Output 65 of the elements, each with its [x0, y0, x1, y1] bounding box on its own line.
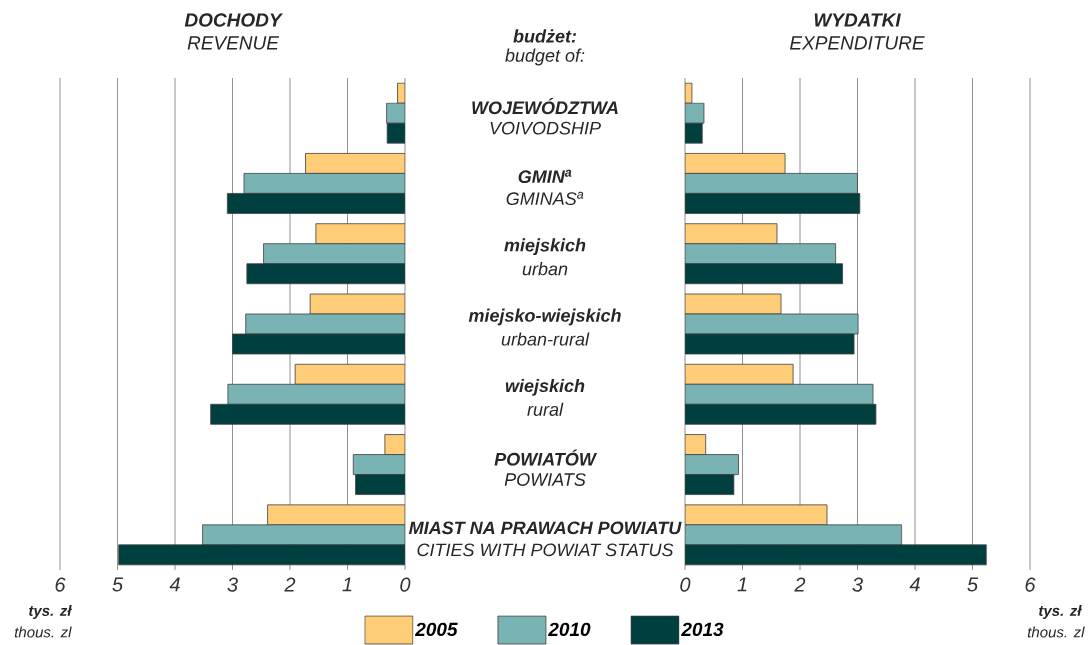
y-tick-label: GMINAS$^{a}$: [506, 191, 584, 206]
y-tick-label: POWIATS: [504, 473, 586, 486]
y-tick-label: MIAST NA PRAWACH POWIATU: [408, 521, 682, 535]
bar: [685, 363, 794, 385]
text: budget of:: [505, 48, 585, 66]
y-tick-label: rural: [527, 402, 564, 416]
bar: [294, 363, 405, 385]
x-tick-label: 1: [342, 577, 352, 592]
y-tick-label: CITIES WITH POWIAT STATUS: [417, 543, 674, 557]
x-tick-label: 2: [284, 577, 296, 592]
bar: [352, 454, 405, 475]
chart-subtitle: REVENUE: [187, 36, 280, 50]
chart-title: DOCHODY: [184, 13, 283, 27]
bar: [246, 263, 405, 285]
x-tick-label: 3: [852, 577, 863, 592]
x-axis-title: tys. zł: [1039, 604, 1082, 619]
y-tick-label: urban-rural: [501, 332, 590, 346]
bar: [685, 263, 843, 285]
x-tick-label: 5: [967, 577, 979, 592]
bar: [263, 243, 405, 265]
bar: [118, 544, 405, 566]
x-tick-label: 3: [227, 577, 238, 592]
bar: [355, 474, 405, 495]
bar: [685, 383, 874, 405]
x-tick-label: 6: [1025, 577, 1036, 592]
legend-label: 2010: [548, 622, 591, 637]
y-tick-label: POWIATÓW: [494, 449, 598, 466]
bar: [685, 173, 858, 194]
y-tick-label: GMIN$^{a}$: [518, 169, 572, 184]
legend-label: 2013: [681, 622, 724, 637]
x-tick-label: 4: [909, 577, 920, 592]
y-tick-label: WOJEWÓDZTWA: [472, 98, 618, 115]
y-tick-label: miejskich: [504, 238, 586, 256]
bar: [685, 153, 786, 174]
text: budżet:: [513, 29, 577, 43]
bar: [210, 403, 405, 425]
bar: [685, 474, 735, 495]
bar: [226, 193, 405, 214]
bar: [685, 454, 739, 475]
bar: [685, 403, 877, 425]
x-tick-label: 5: [112, 577, 124, 592]
text: thous. zl: [1027, 626, 1085, 638]
bar: [685, 243, 837, 265]
bar: [685, 193, 861, 214]
y-tick-label: urban: [522, 262, 568, 276]
x-tick-label: 1: [737, 577, 747, 592]
bar: [315, 223, 405, 245]
x-tick-label: 0: [400, 577, 411, 592]
x-tick-label: 4: [169, 577, 180, 592]
y-tick-label: VOIVODSHIP: [490, 121, 601, 135]
y-tick-label: wiejskich: [505, 378, 585, 396]
bar: [305, 153, 405, 174]
bar: [243, 173, 405, 194]
x-tick-label: 0: [680, 577, 691, 592]
bar: [685, 223, 778, 245]
x-axis-title: tys. zł: [29, 604, 72, 619]
x-tick-label: 2: [794, 577, 806, 592]
x-tick-label: 6: [55, 577, 66, 592]
y-tick-label: miejsko-wiejskich: [468, 308, 621, 326]
bar: [685, 544, 987, 566]
chart-subtitle: EXPENDITURE: [790, 36, 925, 50]
chart-title: WYDATKI: [814, 13, 901, 27]
bar: [227, 383, 405, 405]
legend-label: 2005: [414, 622, 458, 637]
text: thous. zl: [14, 626, 72, 638]
